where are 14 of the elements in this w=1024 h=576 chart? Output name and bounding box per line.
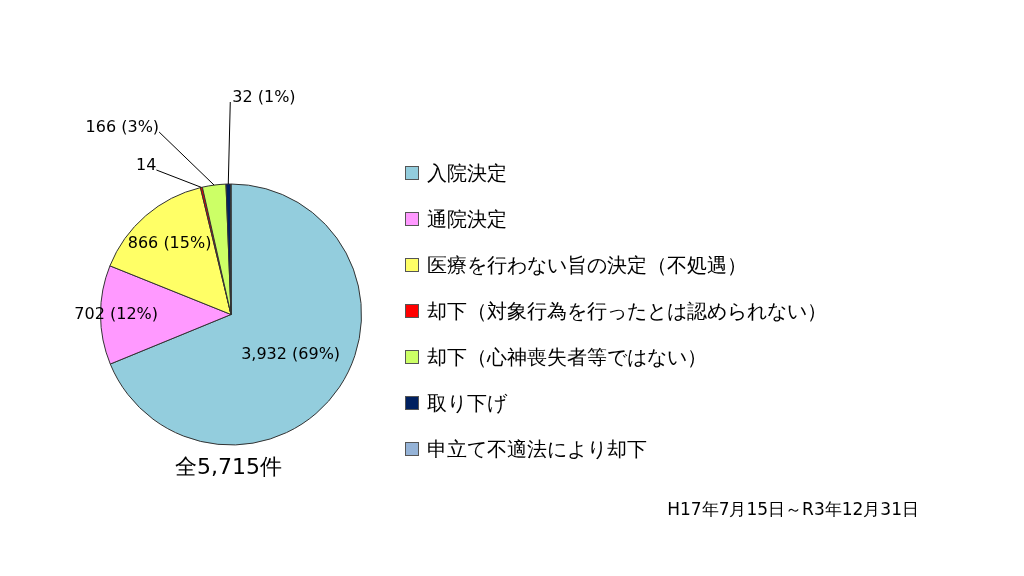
legend-label: 入院決定 bbox=[427, 159, 507, 187]
data-label: 3,932 (69%) bbox=[241, 343, 341, 363]
legend-label: 通院決定 bbox=[427, 205, 507, 233]
data-label: 14 bbox=[136, 155, 157, 175]
legend-label: 医療を行わない旨の決定（不処遇） bbox=[427, 251, 747, 279]
legend-label: 却下（対象行為を行ったとは認められない） bbox=[427, 297, 827, 325]
data-label: 32 (1%) bbox=[232, 87, 296, 107]
legend-label: 申立て不適法により却下 bbox=[427, 435, 647, 463]
legend-label: 却下（心神喪失者等ではない） bbox=[427, 343, 707, 371]
data-label: 166 (3%) bbox=[85, 117, 160, 137]
legend-label: 取り下げ bbox=[427, 389, 507, 417]
data-label: 866 (15%) bbox=[127, 232, 212, 252]
text: 全5,715件 bbox=[175, 453, 282, 481]
text: H17年7月15日～R3年12月31日 bbox=[667, 498, 919, 521]
